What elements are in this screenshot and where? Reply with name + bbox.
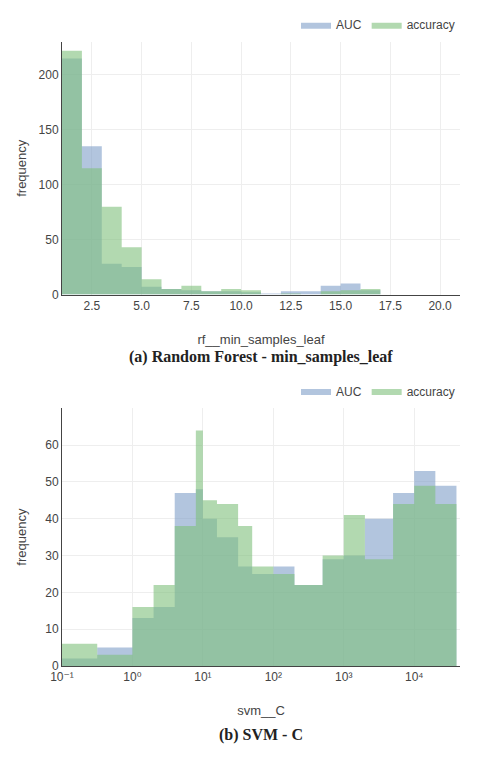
svg-text:frequency: frequency [14, 139, 29, 197]
svg-text:30: 30 [45, 549, 59, 563]
svg-text:5.0: 5.0 [133, 299, 150, 313]
svg-text:accuracy: accuracy [407, 385, 455, 399]
svg-text:200: 200 [39, 68, 59, 82]
svg-text:10⁴: 10⁴ [405, 670, 424, 684]
svg-text:(a) Random Forest - min_sample: (a) Random Forest - min_samples_leaf [129, 348, 393, 366]
svg-text:150: 150 [39, 123, 59, 137]
svg-text:AUC: AUC [336, 385, 362, 399]
svg-text:60: 60 [45, 438, 59, 452]
svg-text:10¹: 10¹ [194, 670, 211, 684]
svg-text:10⁻¹: 10⁻¹ [50, 670, 74, 684]
svg-text:100: 100 [39, 178, 59, 192]
svg-text:50: 50 [45, 233, 59, 247]
svg-text:10³: 10³ [335, 670, 352, 684]
svg-text:10.0: 10.0 [229, 299, 253, 313]
svg-text:12.5: 12.5 [279, 299, 303, 313]
svg-text:50: 50 [45, 475, 59, 489]
svg-text:0: 0 [52, 659, 59, 673]
svg-text:15.0: 15.0 [329, 299, 353, 313]
svg-text:svm__C: svm__C [237, 703, 285, 718]
svg-text:AUC: AUC [336, 18, 362, 32]
svg-text:20: 20 [45, 586, 59, 600]
svg-text:20.0: 20.0 [428, 299, 452, 313]
svg-text:7.5: 7.5 [183, 299, 200, 313]
svg-text:10: 10 [45, 622, 59, 636]
svg-text:frequency: frequency [14, 508, 29, 566]
svg-text:10²: 10² [265, 670, 282, 684]
svg-text:17.5: 17.5 [379, 299, 403, 313]
svg-text:0: 0 [52, 288, 59, 302]
svg-text:2.5: 2.5 [84, 299, 101, 313]
svg-text:10⁰: 10⁰ [123, 670, 141, 684]
svg-text:accuracy: accuracy [407, 18, 455, 32]
svg-text:40: 40 [45, 512, 59, 526]
svg-text:(b) SVM - C: (b) SVM - C [219, 726, 303, 744]
svg-text:rf__min_samples_leaf: rf__min_samples_leaf [197, 332, 325, 347]
